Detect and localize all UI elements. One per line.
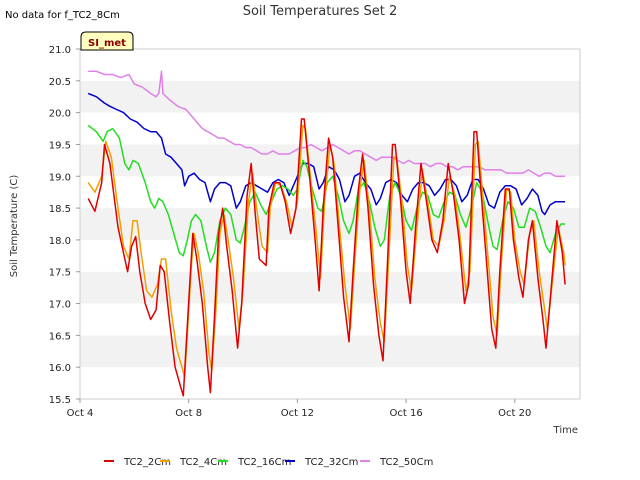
series-line-tc2_50cm — [88, 70, 566, 178]
site-badge: SI_met — [80, 31, 134, 51]
y-tick-label: 16.0 — [49, 363, 71, 374]
legend-label: TC2_16Cm — [237, 457, 291, 468]
background-band — [80, 367, 580, 399]
x-tick-label: Oct 16 — [389, 408, 422, 419]
x-tick-label: Oct 8 — [175, 408, 202, 419]
background-band — [80, 271, 580, 304]
y-tick-label: 15.5 — [49, 395, 71, 406]
legend-label: TC2_32Cm — [304, 457, 358, 468]
background-band — [80, 303, 580, 336]
background-band — [80, 208, 580, 240]
y-tick-label: 21.0 — [49, 45, 71, 56]
legend-label: TC2_4Cm — [179, 457, 227, 468]
background-band — [80, 239, 580, 272]
y-tick-label: 16.5 — [49, 331, 71, 342]
x-axis-ticks: Oct 4 Oct 8 Oct 12 Oct 16 Oct 20 — [67, 399, 531, 419]
chart-title: Soil Temperatures Set 2 — [243, 4, 398, 19]
y-tick-label: 17.5 — [49, 268, 71, 279]
background-band — [80, 49, 580, 81]
y-tick-label: 18.0 — [49, 236, 71, 247]
y-tick-label: 20.0 — [49, 109, 71, 120]
y-tick-label: 18.5 — [49, 204, 71, 215]
plot-frame — [79, 48, 581, 400]
y-axis-label: Soil Temperature (C) — [9, 175, 20, 278]
x-tick-label: Oct 4 — [67, 408, 94, 419]
y-tick-label: 19.5 — [49, 140, 71, 151]
legend-label: TC2_2Cm — [123, 457, 171, 468]
x-tick-label: Oct 20 — [498, 408, 531, 419]
y-tick-label: 20.5 — [49, 77, 71, 88]
y-tick-label: 19.0 — [49, 172, 71, 183]
background-band — [80, 335, 580, 368]
site-badge-shape — [80, 31, 134, 51]
x-tick-label: Oct 12 — [281, 408, 314, 419]
legend: TC2_2Cm TC2_4Cm TC2_16Cm TC2_32Cm TC2_50Cm — [104, 457, 433, 468]
y-axis-ticks: 15.5 16.0 16.5 17.0 17.5 18.0 18.5 19.0 19.5 20.0… — [49, 45, 80, 406]
background-band — [80, 112, 580, 145]
no-data-note: No data for f_TC2_8Cm — [5, 10, 120, 21]
plot-background-bands — [80, 49, 580, 399]
series-line-tc2_32cm — [87, 92, 566, 216]
series-line-tc2_16cm — [87, 124, 566, 263]
series-line-tc2_4cm — [87, 124, 566, 378]
site-badge-label: SI_met — [88, 38, 126, 49]
y-tick-label: 17.0 — [49, 300, 71, 311]
legend-label: TC2_50Cm — [379, 457, 433, 468]
background-band — [80, 80, 580, 113]
series-line-tc2_2cm — [87, 118, 566, 397]
series-lines — [87, 70, 566, 397]
x-axis-label: Time — [553, 425, 578, 436]
